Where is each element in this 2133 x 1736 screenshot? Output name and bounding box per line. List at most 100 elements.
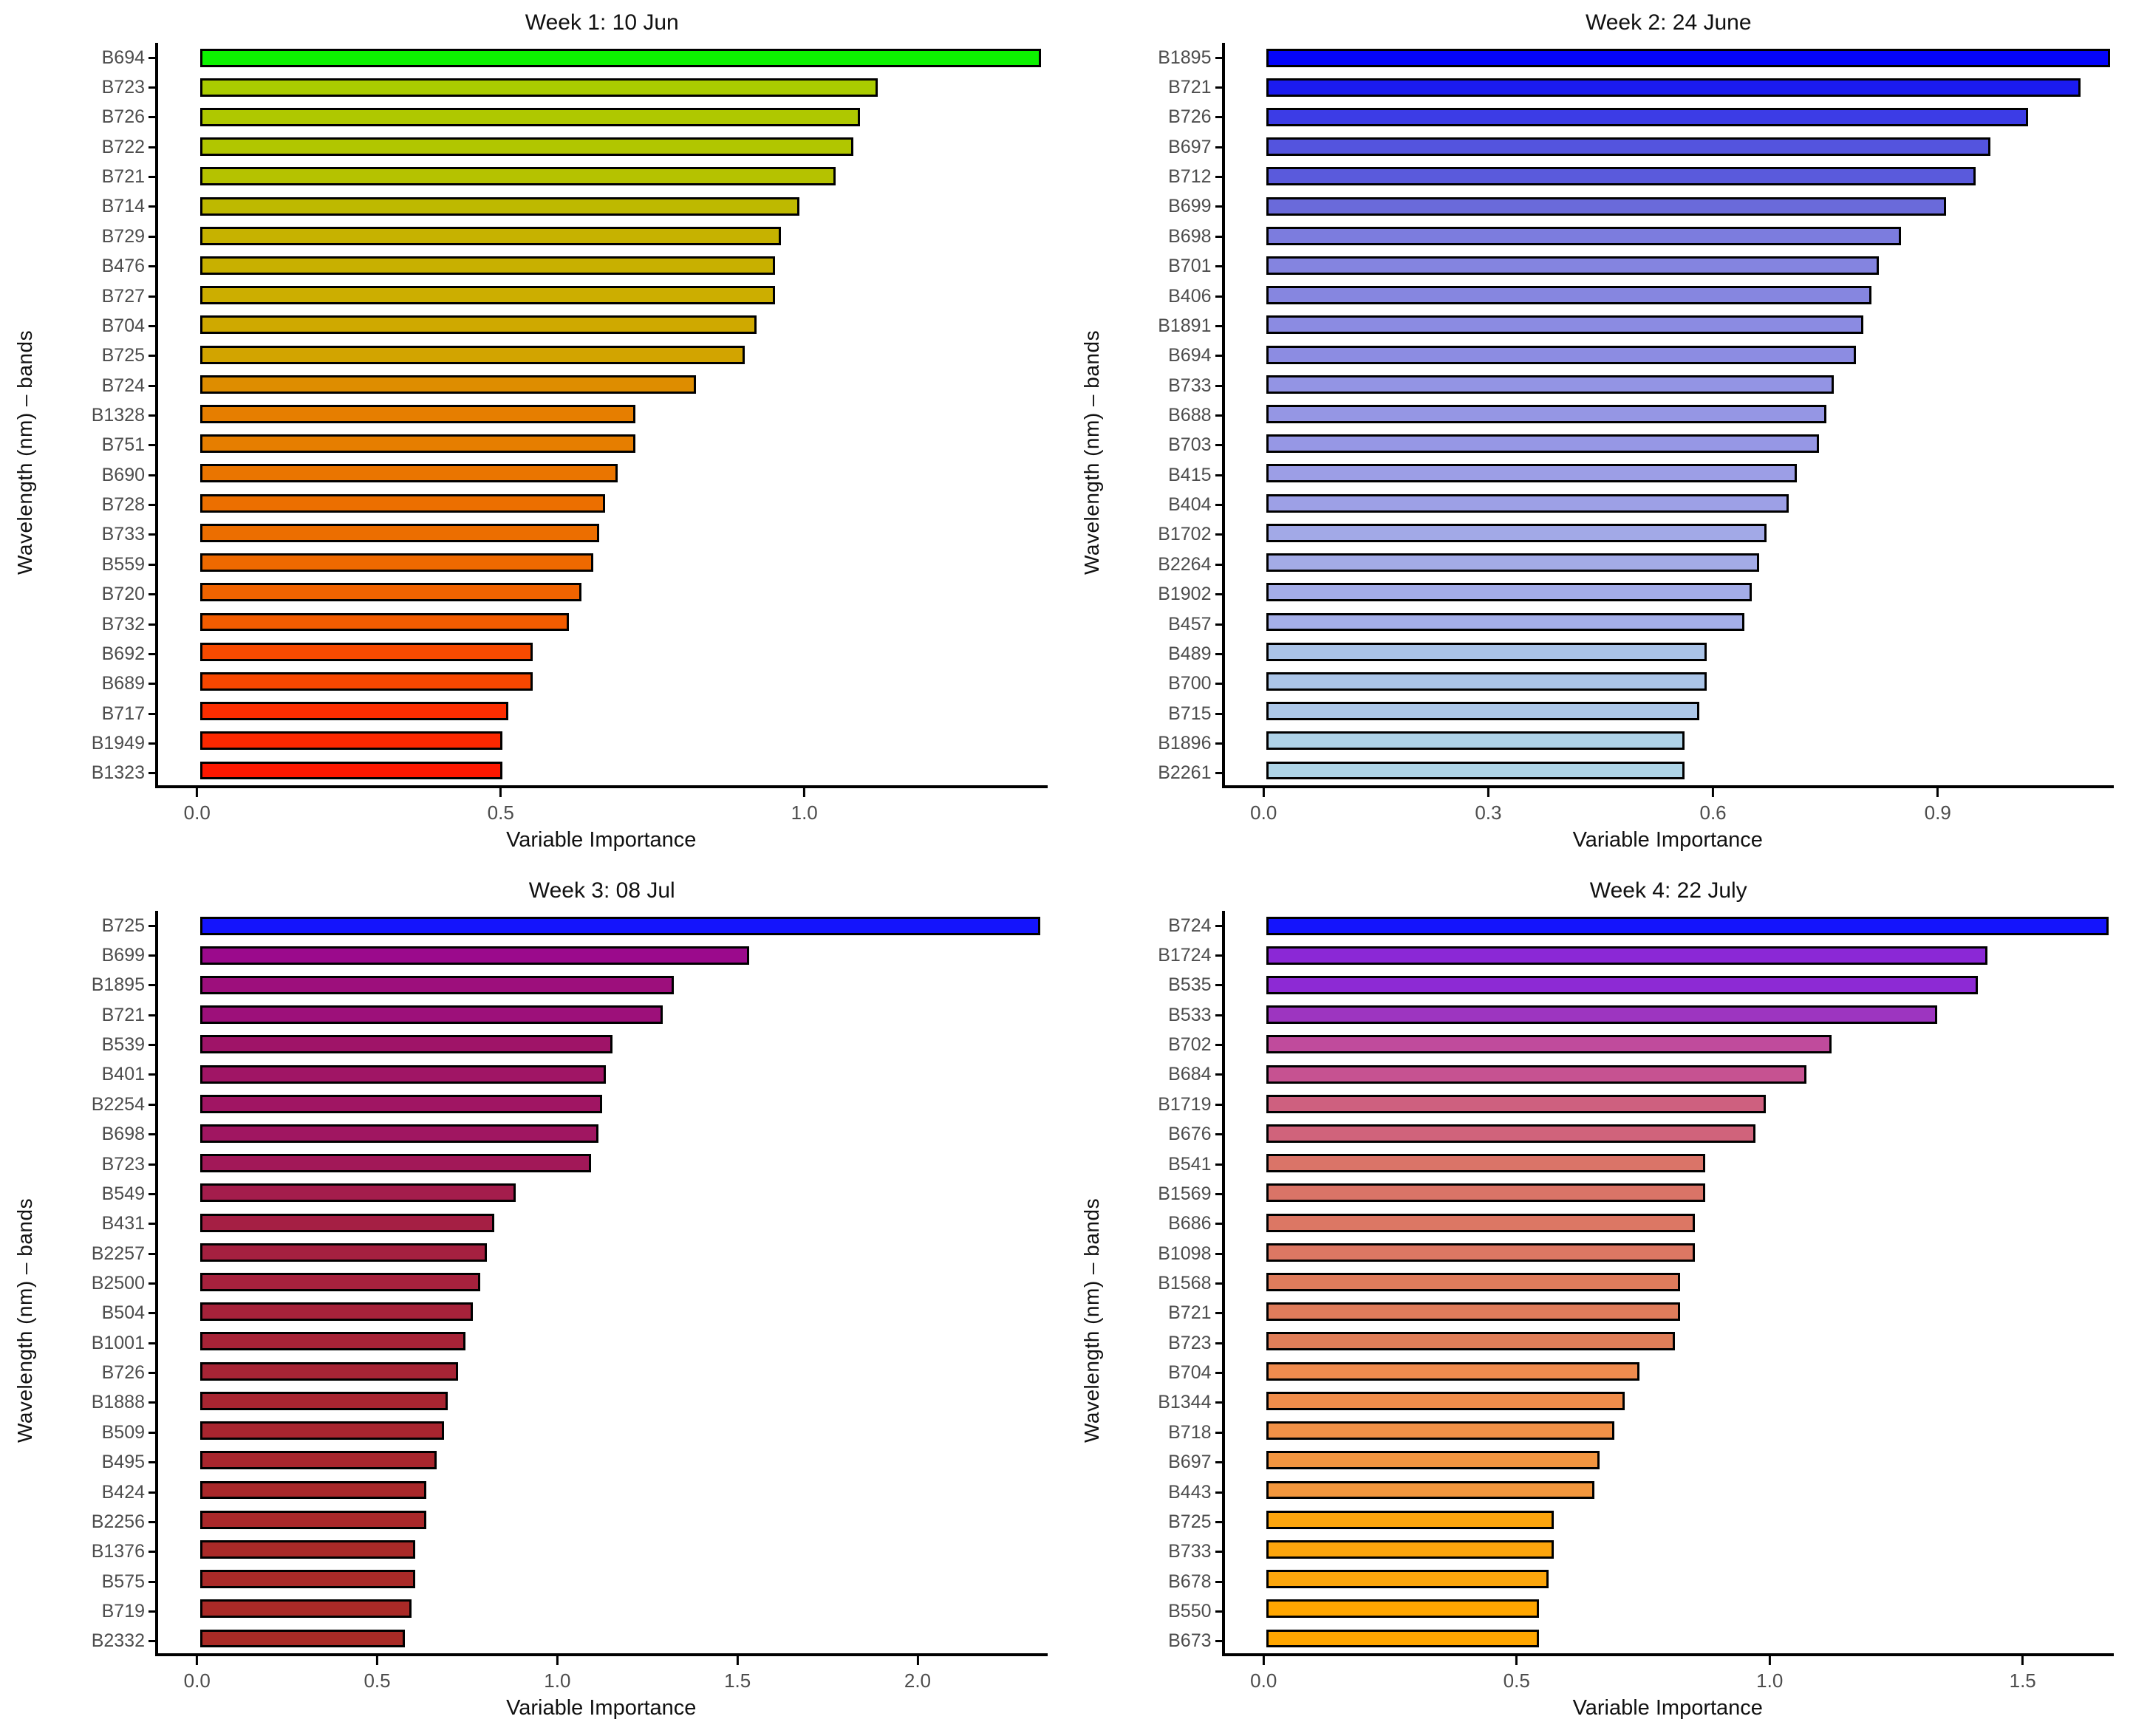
importance-bar: [1266, 108, 2028, 126]
importance-bar: [199, 1094, 602, 1113]
y-tick-mark: [1215, 265, 1222, 268]
bar-row: [158, 399, 1048, 428]
band-label: B684: [1168, 1064, 1212, 1085]
y-tick-mark: [1215, 1312, 1222, 1315]
bar-row: [1225, 1208, 2115, 1237]
band-label-row: B1895: [1113, 47, 1222, 69]
y-tick-mark: [1215, 1223, 1222, 1226]
importance-bar: [199, 1005, 663, 1025]
band-label: B1891: [1158, 315, 1212, 336]
x-tick-label: 1.0: [544, 1670, 571, 1692]
band-label: B690: [101, 464, 145, 485]
band-label: B401: [101, 1064, 145, 1085]
y-tick-mark: [149, 295, 155, 298]
panel-title: Week 2: 24 June: [1585, 10, 1752, 35]
band-label: B504: [101, 1302, 145, 1324]
band-label: B1001: [91, 1332, 145, 1353]
importance-bar: [199, 1629, 405, 1648]
bar-row: [158, 1505, 1048, 1534]
y-tick-mark: [149, 414, 155, 417]
band-label: B509: [101, 1421, 145, 1443]
y-tick-mark: [149, 1431, 155, 1434]
y-axis-title: Wavelength (nm) – bands: [1079, 1197, 1103, 1443]
band-label-row: B694: [46, 47, 155, 69]
plot-area: B724 B1724 B535 B533 B702 B684 B1719 B676 B541 B1…: [1113, 911, 2115, 1730]
bar-row: [1225, 578, 2115, 607]
x-tick: 0.5: [488, 788, 514, 824]
band-label: B1328: [91, 404, 145, 426]
bar-row: [158, 340, 1048, 369]
band-label: B721: [1168, 1302, 1212, 1324]
importance-bar: [1266, 1183, 1705, 1203]
bar-row: [1225, 102, 2115, 131]
x-tick-label: 0.3: [1475, 802, 1502, 824]
y-tick-mark: [1215, 235, 1222, 238]
y-tick-mark: [149, 1342, 155, 1344]
band-label-row: B721: [1113, 77, 1222, 98]
importance-bar: [199, 1570, 416, 1589]
band-label: B2261: [1158, 762, 1212, 784]
importance-bar: [1266, 1302, 1680, 1322]
band-label-row: B2332: [46, 1630, 155, 1652]
band-label-row: B676: [1113, 1124, 1222, 1145]
bar-track: [155, 911, 1048, 1656]
band-label-row: B712: [1113, 166, 1222, 188]
importance-bar: [1266, 1629, 1539, 1648]
x-tick: 0.0: [1250, 1656, 1277, 1692]
importance-bar: [199, 583, 581, 602]
y-tick-mark: [149, 533, 155, 536]
importance-bar: [1266, 315, 1864, 335]
band-label-row: B702: [1113, 1034, 1222, 1056]
importance-bar: [199, 78, 878, 97]
band-label-row: B401: [46, 1064, 155, 1085]
y-tick-mark: [149, 56, 155, 59]
band-label-row: B692: [46, 643, 155, 665]
band-label: B1895: [1158, 47, 1212, 68]
importance-bar: [199, 286, 775, 305]
y-tick-mark: [149, 1282, 155, 1285]
band-label: B673: [1168, 1630, 1212, 1652]
bar-row: [158, 1267, 1048, 1296]
y-tick-mark: [1215, 652, 1222, 655]
y-tick-mark: [149, 712, 155, 715]
y-tick-mark: [149, 1610, 155, 1613]
bar-row: [158, 162, 1048, 191]
band-label-row: B1568: [1113, 1273, 1222, 1294]
importance-bar: [1266, 1094, 1766, 1113]
band-label: B550: [1168, 1600, 1212, 1621]
bar-track: [1221, 911, 2115, 1656]
band-label: B733: [101, 524, 145, 545]
bar-row: [158, 607, 1048, 637]
importance-bar: [199, 1035, 613, 1054]
y-tick-mark: [149, 1073, 155, 1076]
y-axis-title: Wavelength (nm) – bands: [1079, 329, 1103, 575]
band-label: B1949: [91, 732, 145, 753]
y-tick-mark: [1215, 1372, 1222, 1375]
y-tick-mark: [149, 116, 155, 119]
bar-row: [1225, 696, 2115, 725]
band-label: B1895: [91, 974, 145, 996]
importance-bar: [199, 523, 600, 542]
bar-row: [158, 1000, 1048, 1030]
bar-row: [1225, 666, 2115, 696]
band-label: B726: [1168, 106, 1212, 128]
importance-bar: [1266, 78, 2081, 97]
importance-bar: [1266, 197, 1946, 216]
band-label-row: B533: [1113, 1005, 1222, 1026]
x-axis-title: Variable Importance: [1572, 828, 1763, 852]
band-label-row: B575: [46, 1571, 155, 1593]
importance-bar: [1266, 137, 1991, 157]
bar-row: [158, 756, 1048, 785]
bar-row: [1225, 1415, 2115, 1445]
bar-row: [158, 281, 1048, 310]
importance-bar: [199, 761, 503, 780]
band-label: B549: [101, 1183, 145, 1204]
y-tick-mark: [149, 1520, 155, 1523]
bar-row: [158, 1327, 1048, 1356]
band-label: B1888: [91, 1392, 145, 1413]
bar-row: [1225, 72, 2115, 102]
y-tick-mark: [149, 1223, 155, 1226]
x-tick-label: 0.0: [183, 802, 211, 824]
x-axis: 0.0 0.3 0.6 0.9: [1222, 788, 2115, 828]
x-tick-label: 1.5: [2009, 1670, 2036, 1692]
